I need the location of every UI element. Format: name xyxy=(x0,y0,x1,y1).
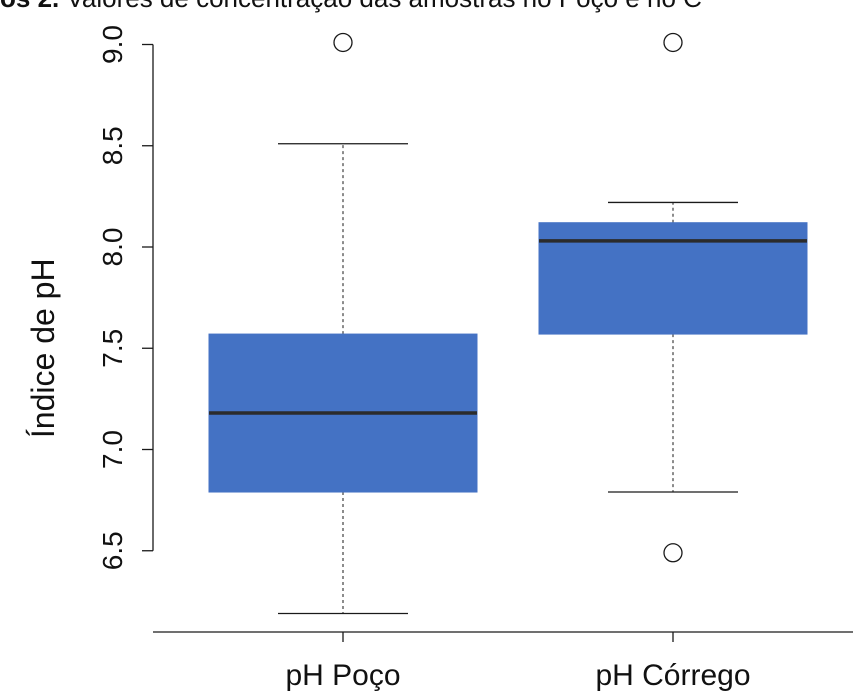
y-tick-label: 7.0 xyxy=(97,430,128,469)
x-tick-label: pH Córrego xyxy=(595,659,750,692)
y-tick-label: 6.5 xyxy=(97,531,128,570)
y-tick-label: 7.5 xyxy=(97,329,128,368)
y-tick-label: 8.5 xyxy=(97,126,128,165)
chart-title: os 2. Valores de concentração das amostr… xyxy=(0,0,702,14)
y-tick-label: 8.0 xyxy=(97,228,128,267)
outlier-point xyxy=(663,32,683,53)
outlier-point xyxy=(333,32,353,53)
chart-title-rest: Valores de concentração das amostras no … xyxy=(59,0,701,13)
y-axis-label: Índice de pH xyxy=(25,258,61,438)
outlier-point xyxy=(663,543,683,563)
chart-title-bold: os 2. xyxy=(0,0,59,13)
y-tick-label: 9.0 xyxy=(97,25,128,64)
x-tick-label: pH Poço xyxy=(285,659,400,692)
